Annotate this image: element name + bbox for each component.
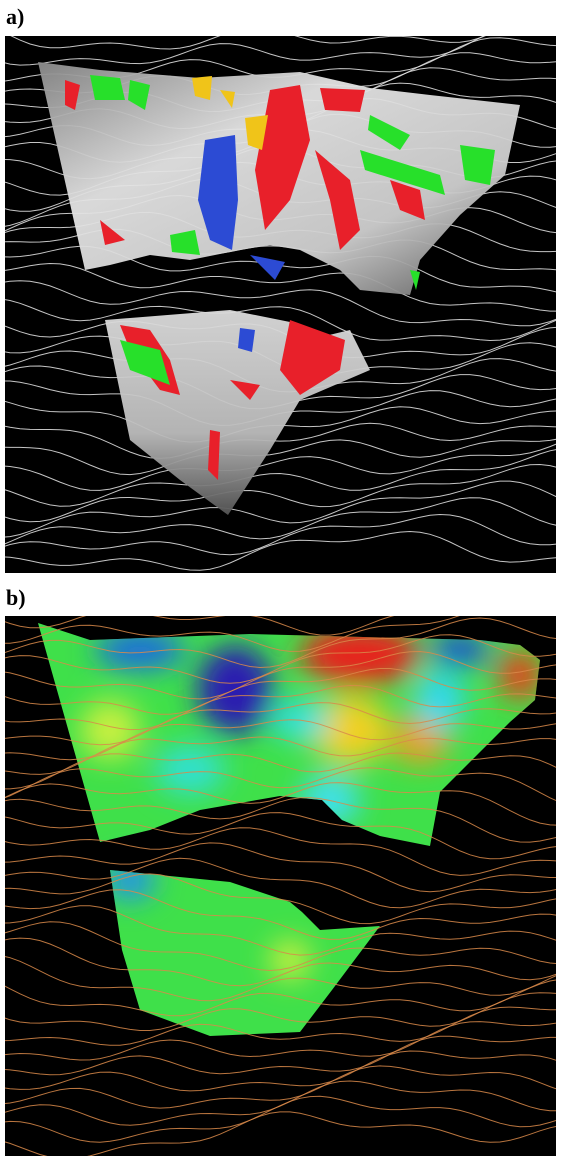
- panel-label: b): [6, 585, 26, 610]
- panel-label: a): [6, 4, 24, 29]
- page: a): [0, 0, 562, 1162]
- figure: a): [0, 0, 562, 1162]
